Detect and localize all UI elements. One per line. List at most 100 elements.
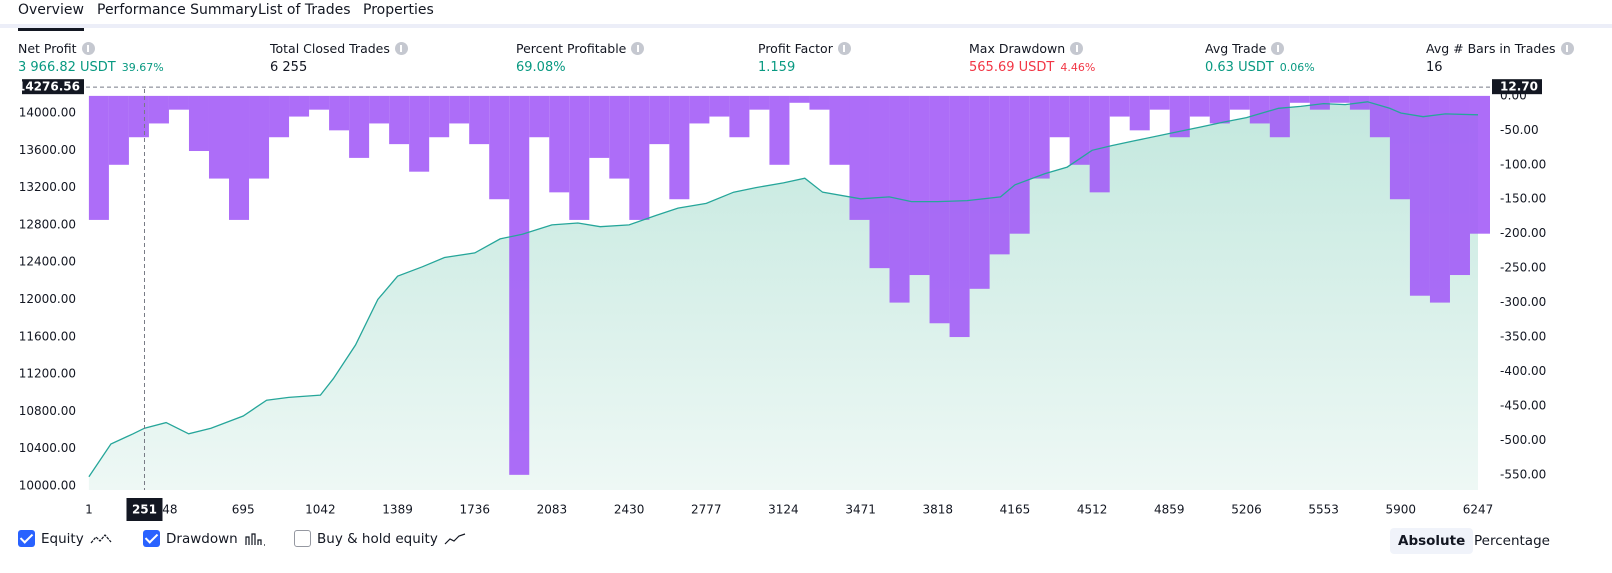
y-tick-label: 12400.00 [19, 255, 76, 269]
y-tick-label: 11600.00 [19, 329, 76, 343]
metric-value: 69.08% [516, 60, 566, 75]
drawdown-bar [1209, 95, 1230, 124]
x-tick-label: 6247 [1463, 503, 1494, 517]
legend-item[interactable]: Drawdown [143, 530, 266, 547]
x-tick-label: 4512 [1077, 503, 1108, 517]
y2-tick-label: -550.00 [1500, 467, 1546, 481]
scale-button[interactable]: Absolute [1390, 528, 1474, 554]
metric-value-row: 0.63 USDT 0.06% [1205, 60, 1315, 75]
checkbox[interactable] [18, 530, 35, 547]
drawdown-bar [269, 95, 290, 138]
info-icon[interactable] [1271, 42, 1285, 55]
drawdown-bar [789, 95, 810, 103]
x-tick-label: 5900 [1386, 503, 1417, 517]
drawdown-bar [88, 95, 109, 220]
legend-item[interactable]: Equity [18, 530, 112, 547]
drawdown-bar [809, 95, 830, 110]
drawdown-bar [1329, 95, 1350, 103]
metric-percent: 0.06% [1279, 61, 1315, 74]
drawdown-bar [1369, 95, 1390, 138]
metric-value-row: 16 [1426, 60, 1574, 75]
tab[interactable]: Properties [363, 2, 434, 18]
metric: Profit Factor 1.159 [758, 41, 851, 75]
drawdown-bar [1049, 95, 1070, 138]
drawdown-bar [729, 95, 750, 138]
drawdown-bar [249, 95, 270, 179]
metric-value-row: 565.69 USDT 4.46% [969, 60, 1095, 75]
tab[interactable]: Overview [18, 2, 84, 31]
tab[interactable]: List of Trades [258, 2, 351, 18]
metric-label: Net Profit [18, 41, 77, 56]
legend-label: Drawdown [166, 530, 238, 547]
drawdown-bar [1189, 95, 1210, 117]
metric: Avg Trade 0.63 USDT 0.06% [1205, 41, 1315, 75]
drawdown-bar [1309, 95, 1330, 110]
info-icon[interactable] [394, 42, 408, 55]
info-icon[interactable] [1560, 42, 1574, 55]
drawdown-bar [148, 95, 169, 124]
metric-label: Profit Factor [758, 41, 833, 56]
drawdown-bar [769, 95, 790, 165]
drawdown-bar [1009, 95, 1030, 234]
tab[interactable]: Performance Summary [97, 2, 258, 18]
info-icon[interactable] [631, 42, 645, 55]
y2-tick-label: -450.00 [1500, 398, 1546, 412]
metric-value-row: 1.159 [758, 60, 851, 75]
metric-percent: 39.67% [121, 61, 164, 74]
drawdown-bar [1249, 95, 1270, 124]
y2-tick-label: -150.00 [1500, 192, 1546, 206]
drawdown-bar [389, 95, 410, 145]
y2-tick-label: -200.00 [1500, 226, 1546, 240]
metric-label: Percent Profitable [516, 41, 627, 56]
metric-value: 16 [1426, 60, 1443, 75]
checkbox[interactable] [143, 530, 160, 547]
x-tick-label: 4859 [1154, 503, 1185, 517]
drawdown-bar [509, 95, 530, 475]
x-tick-label: 1 [85, 503, 93, 517]
y2-tick-label: -50.00 [1500, 123, 1539, 137]
y-tick-label: 13200.00 [19, 180, 76, 194]
legend-icon [245, 532, 265, 546]
drawdown-bar [369, 95, 390, 124]
info-icon[interactable] [837, 42, 851, 55]
scale-button[interactable]: Percentage [1474, 533, 1550, 549]
drawdown-bar [949, 95, 970, 338]
drawdown-bar [1029, 95, 1050, 179]
x-tick-label: 2083 [537, 503, 568, 517]
y2-tick-label: -400.00 [1500, 364, 1546, 378]
drawdown-bar [188, 95, 209, 152]
y-tick-label: 14000.00 [19, 105, 76, 119]
y-tick-label: 12800.00 [19, 217, 76, 231]
metric-label: Avg Trade [1205, 41, 1267, 56]
metric-value: 0.63 USDT [1205, 60, 1274, 75]
drawdown-bar [128, 95, 149, 138]
x-tick-label: 5553 [1308, 503, 1339, 517]
metric: Net Profit 3 966.82 USDT 39.67% [18, 41, 164, 75]
drawdown-bar [1269, 95, 1290, 138]
info-icon[interactable] [1070, 42, 1084, 55]
metric-value-row: 69.08% [516, 60, 644, 75]
drawdown-bar [1409, 95, 1430, 296]
y2-tick-label: -500.00 [1500, 433, 1546, 447]
metric: Avg # Bars in Trades 16 [1426, 41, 1574, 75]
legend-item[interactable]: Buy & hold equity [294, 530, 466, 547]
x-tick-label: 3471 [845, 503, 876, 517]
tab-divider [0, 24, 1612, 28]
info-icon[interactable] [81, 42, 95, 55]
checkbox[interactable] [294, 530, 311, 547]
icon-stroke [90, 533, 112, 543]
drawdown-bar [1089, 95, 1110, 193]
drawdown-bar [1289, 95, 1310, 103]
drawdown-bar [449, 95, 470, 124]
drawdown-bar [168, 95, 189, 110]
drawdown-bar [869, 95, 890, 269]
x-tick-label: 1389 [382, 503, 413, 517]
drawdown-bar [849, 95, 870, 220]
crosshair-y-box [22, 79, 84, 95]
metric-label-row: Max Drawdown [969, 41, 1095, 56]
drawdown-bar [489, 95, 510, 200]
metric-label-row: Total Closed Trades [270, 41, 408, 56]
x-tick-label: 1042 [305, 503, 336, 517]
metric-label-row: Avg Trade [1205, 41, 1315, 56]
